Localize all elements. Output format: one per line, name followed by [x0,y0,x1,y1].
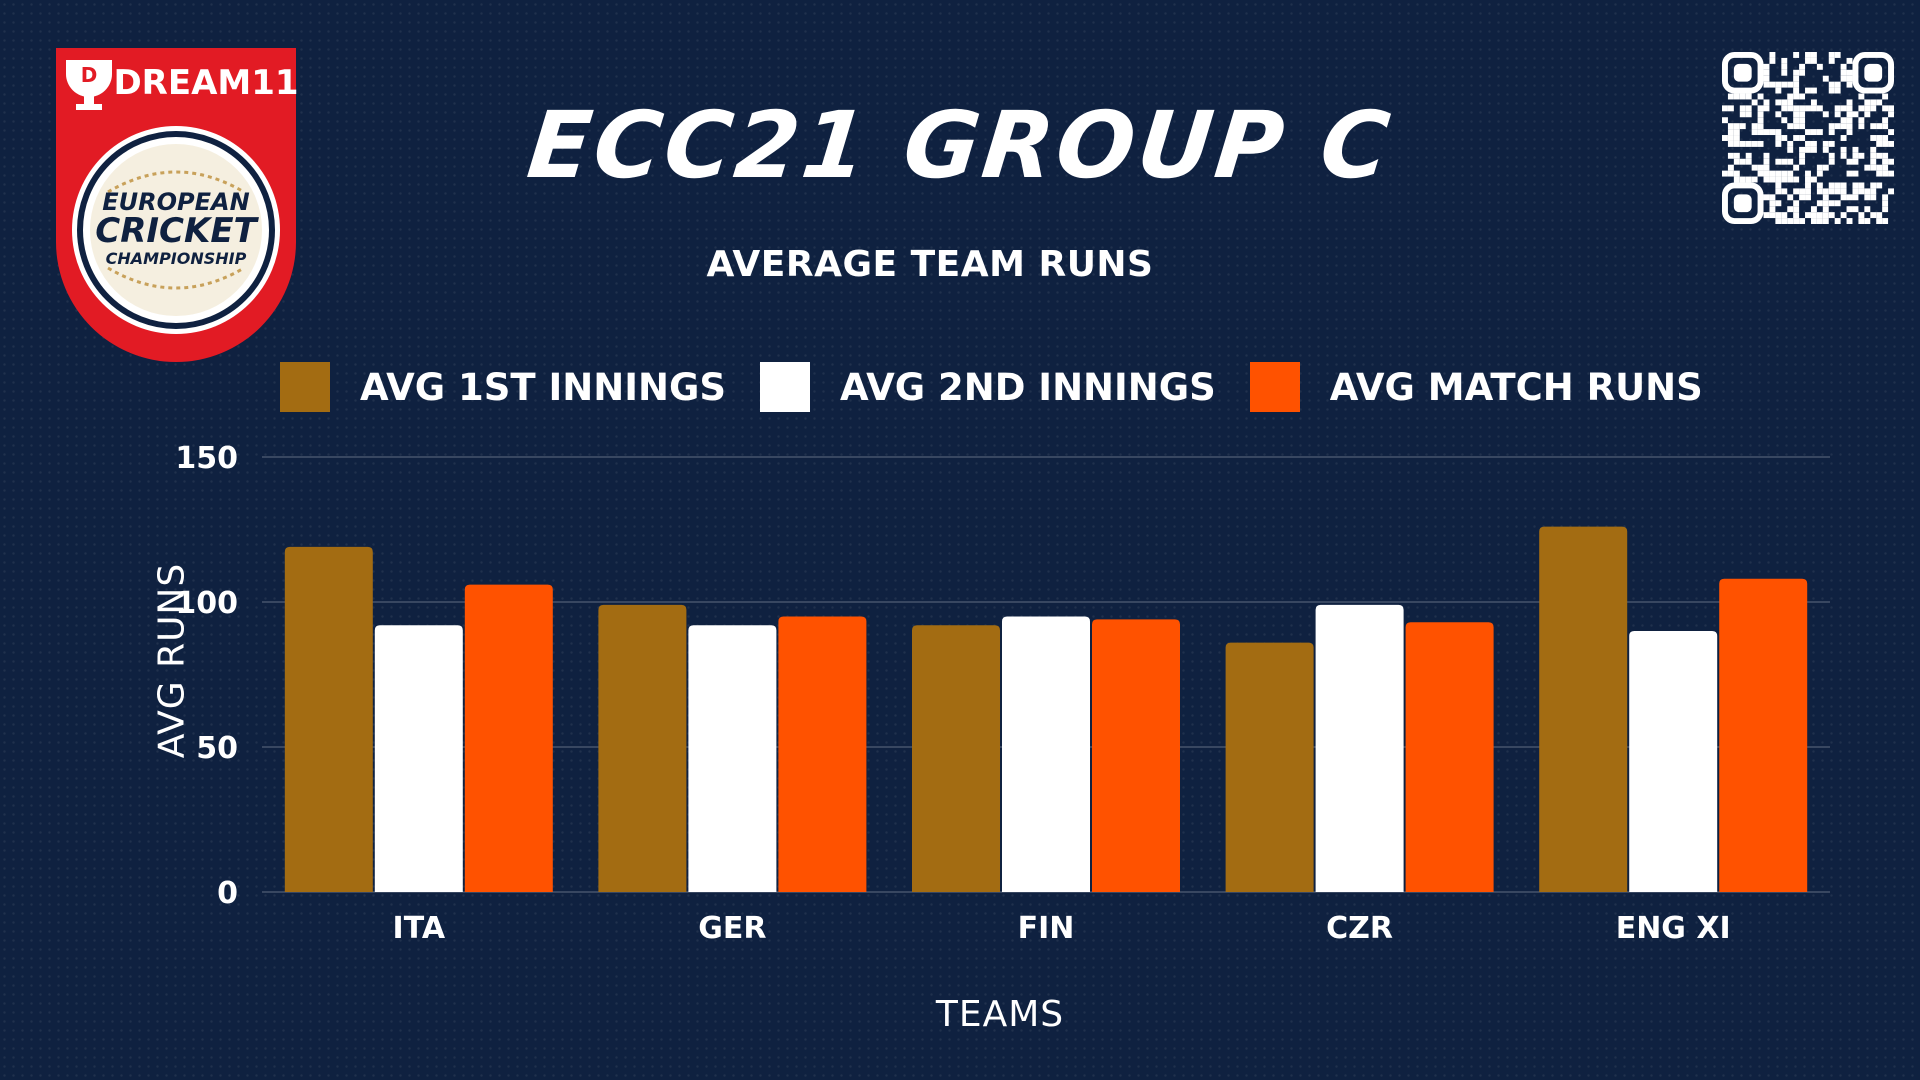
bar-ger-3 [778,616,867,892]
legend-label: AVG 1ST INNINGS [360,365,726,409]
bar-ger-1 [598,604,687,892]
legend-swatch [280,362,330,412]
x-axis-label: TEAMS [935,994,1065,1035]
x-tick-label: FIN [1018,911,1075,946]
logo-text-cricket: CRICKET [95,211,259,251]
ecc-logo: D DREAM11 EUROPEAN CRICKET CHAMPIONSHIP [56,48,299,362]
bar-eng-xi-1 [1539,526,1628,892]
legend-item-2nd-innings: AVG 2ND INNINGS [759,362,1216,412]
legend-item-match-runs: AVG MATCH RUNS [1249,362,1703,412]
legend-swatch [1249,362,1300,412]
bar-eng-xi-2 [1629,631,1718,892]
legend-label: AVG MATCH RUNS [1329,365,1703,409]
x-tick-label: ITA [393,911,446,946]
bar-ita-1 [284,546,373,892]
logo-text-european: EUROPEAN [102,188,249,216]
bar-fin-1 [912,625,1000,892]
bar-eng-xi-3 [1719,578,1808,892]
legend-item-1st-innings: AVG 1ST INNINGS [280,362,726,412]
x-tick-label: ENG XI [1616,911,1731,946]
chart-bars [284,526,1808,892]
bar-ita-2 [374,625,463,892]
y-axis-label: AVG RUNS [151,562,193,759]
bar-fin-3 [1092,619,1180,892]
bar-fin-2 [1002,616,1090,892]
y-tick-label: 0 [217,876,238,911]
chart-legend: AVG 1ST INNINGS AVG 2ND INNINGS AVG MATC… [280,362,1737,412]
y-tick-label: 100 [175,586,238,621]
bar-ger-2 [688,625,777,892]
legend-label: AVG 2ND INNINGS [839,365,1216,409]
y-tick-label: 50 [196,731,238,766]
x-axis-ticks: ITA GER FIN CZR ENG XI [393,911,1731,946]
bar-ita-3 [464,584,553,892]
dream11-trophy-icon: D [66,60,112,110]
bar-czr-3 [1405,622,1494,892]
qr-code-icon [1722,52,1894,224]
y-axis-ticks: 0 50 100 150 [175,441,238,911]
y-tick-label: 150 [175,441,238,476]
dream11-wordmark: DREAM11 [113,63,298,103]
chart-subtitle: AVERAGE TEAM RUNS [706,244,1154,285]
bar-czr-2 [1315,604,1404,892]
x-tick-label: GER [698,911,766,946]
x-tick-label: CZR [1326,911,1393,946]
bar-czr-1 [1225,642,1314,892]
logo-text-championship: CHAMPIONSHIP [106,249,247,268]
legend-swatch [759,362,810,412]
svg-text:D: D [81,63,98,87]
